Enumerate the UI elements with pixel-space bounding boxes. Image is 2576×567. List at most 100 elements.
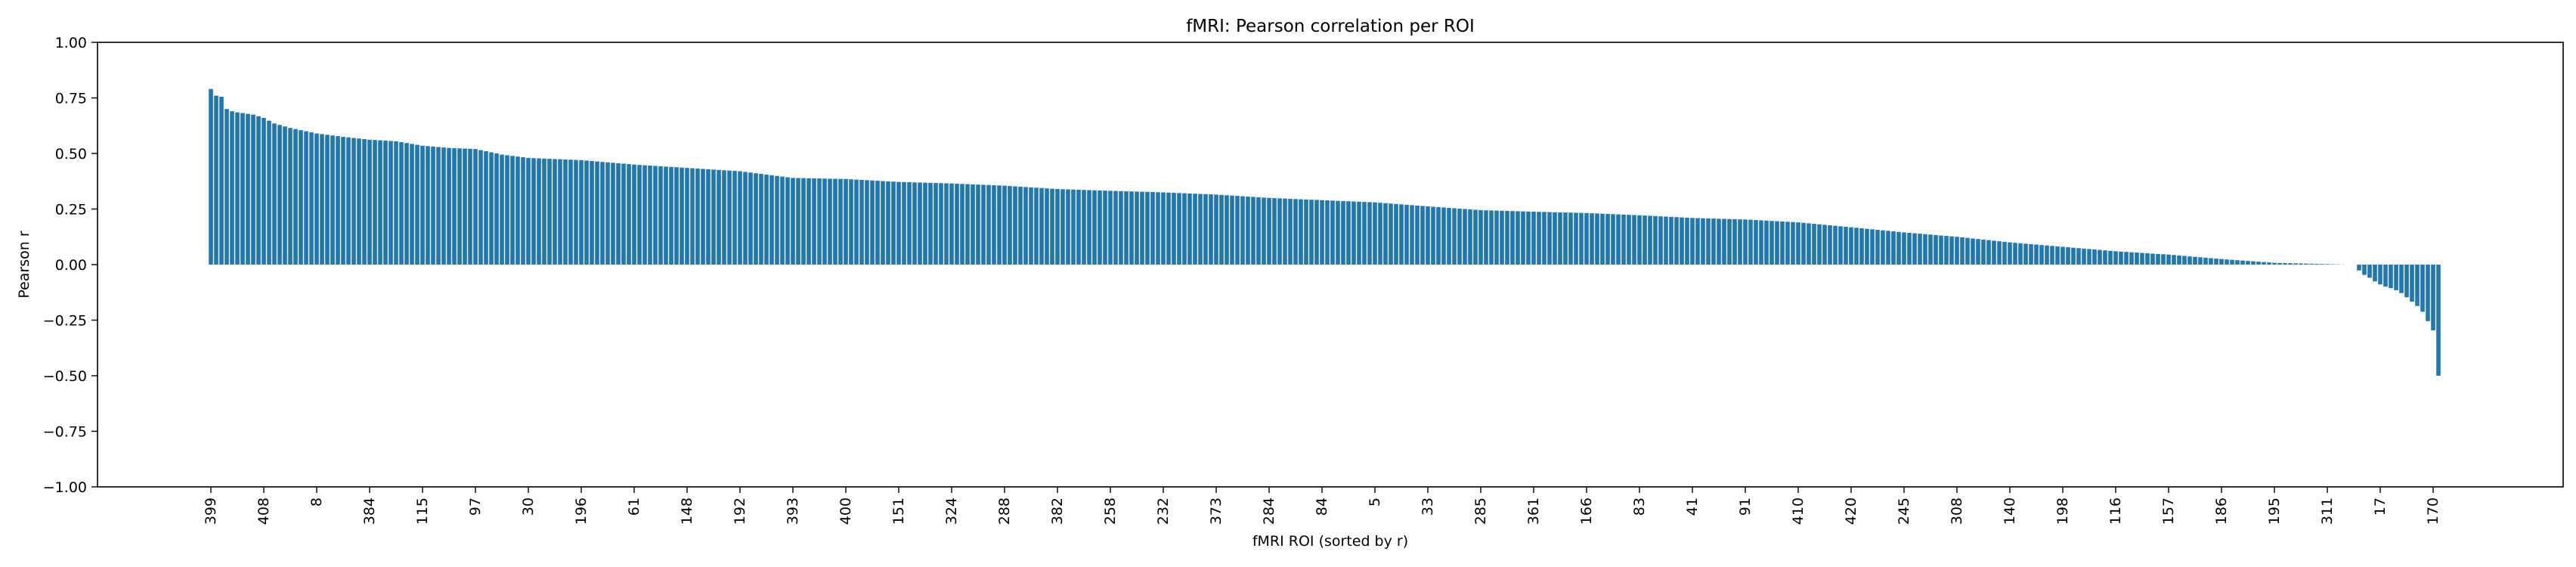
bar (2124, 252, 2129, 265)
bar (441, 147, 446, 265)
x-tick-label: 393 (785, 497, 801, 525)
bar (1949, 236, 1954, 265)
bar (510, 156, 515, 265)
y-tick-label: 1.00 (55, 35, 87, 51)
bar (2420, 265, 2425, 312)
x-tick-label: 382 (1049, 497, 1066, 525)
bar (2277, 262, 2282, 265)
bar (2129, 252, 2134, 265)
bar (1912, 233, 1917, 265)
bar (2050, 246, 2054, 265)
bar (262, 117, 266, 265)
bar (717, 169, 721, 265)
bar (1076, 189, 1081, 265)
bar (1309, 200, 1314, 265)
bar (1177, 193, 1181, 265)
bar (791, 178, 795, 265)
bar (1193, 194, 1197, 265)
bar (330, 135, 335, 265)
bar (981, 184, 986, 265)
bar (1902, 232, 1906, 265)
bar (1225, 195, 1229, 265)
bar (780, 176, 785, 265)
bar (1293, 199, 1298, 265)
bar (976, 184, 980, 265)
bar (516, 156, 520, 265)
bar (611, 163, 615, 265)
x-tick-label: 361 (1525, 497, 1542, 525)
bar (1542, 212, 1547, 265)
bar (1886, 231, 1890, 265)
bar (1727, 218, 1732, 265)
bar (2150, 253, 2155, 265)
bar (1140, 191, 1144, 265)
bar (1965, 237, 1970, 265)
y-axis-label: Pearson r (16, 231, 33, 299)
bar (2256, 262, 2261, 265)
bar (2262, 262, 2266, 265)
bar (2087, 249, 2091, 265)
bar (949, 183, 954, 265)
y-axis-ticks: −1.00 −0.75 −0.50 −0.25 0.00 0.25 0.50 0.75 1.00 (43, 35, 98, 496)
bar (2426, 265, 2430, 321)
bar (1320, 200, 1324, 265)
bar (1060, 189, 1065, 265)
bar (1997, 241, 2002, 265)
bar (526, 157, 531, 265)
bar (605, 162, 610, 265)
bar (2023, 243, 2028, 265)
bar (235, 112, 240, 265)
bar (1944, 236, 1949, 265)
bar (1981, 239, 1986, 265)
bar (283, 126, 287, 265)
bar (1896, 231, 1901, 265)
bar (775, 175, 779, 265)
bar (669, 166, 673, 265)
bar (1198, 194, 1203, 265)
bar (2288, 263, 2293, 265)
bar (648, 166, 652, 265)
bar (2394, 265, 2398, 290)
bar (701, 169, 705, 265)
bar (1436, 206, 1441, 265)
bar (2082, 248, 2086, 265)
bar (844, 178, 848, 265)
bar (1791, 222, 1795, 265)
bar (1267, 197, 1271, 265)
bar (1394, 203, 1398, 265)
bar (1050, 188, 1054, 265)
bar (1341, 200, 1345, 265)
x-tick-label: 83 (1631, 497, 1648, 516)
bar (357, 138, 361, 265)
bar (1008, 186, 1012, 265)
bar (854, 179, 859, 265)
bar (1690, 218, 1695, 265)
bar (680, 167, 684, 265)
bar (288, 128, 293, 265)
bar (1627, 215, 1631, 265)
bar (531, 158, 536, 265)
bar (457, 148, 462, 265)
bar (1463, 209, 1467, 265)
bar (1214, 194, 1218, 265)
bar (383, 141, 388, 265)
bar (1166, 192, 1171, 265)
bar (1119, 191, 1123, 265)
bar (1494, 210, 1499, 265)
bar (553, 159, 557, 265)
bar (1934, 234, 1938, 265)
bar (870, 180, 875, 265)
bar (1976, 239, 1980, 265)
bar (600, 162, 605, 265)
bar (1103, 191, 1107, 265)
bar (1939, 235, 1943, 265)
bar (1759, 220, 1763, 265)
x-tick-label: 384 (361, 497, 378, 525)
bar (521, 157, 525, 265)
bar (420, 145, 425, 265)
bar (801, 178, 806, 265)
bar (1484, 210, 1488, 265)
bar (2389, 265, 2393, 289)
x-tick-label: 245 (1896, 497, 1912, 525)
bar (1304, 199, 1308, 265)
